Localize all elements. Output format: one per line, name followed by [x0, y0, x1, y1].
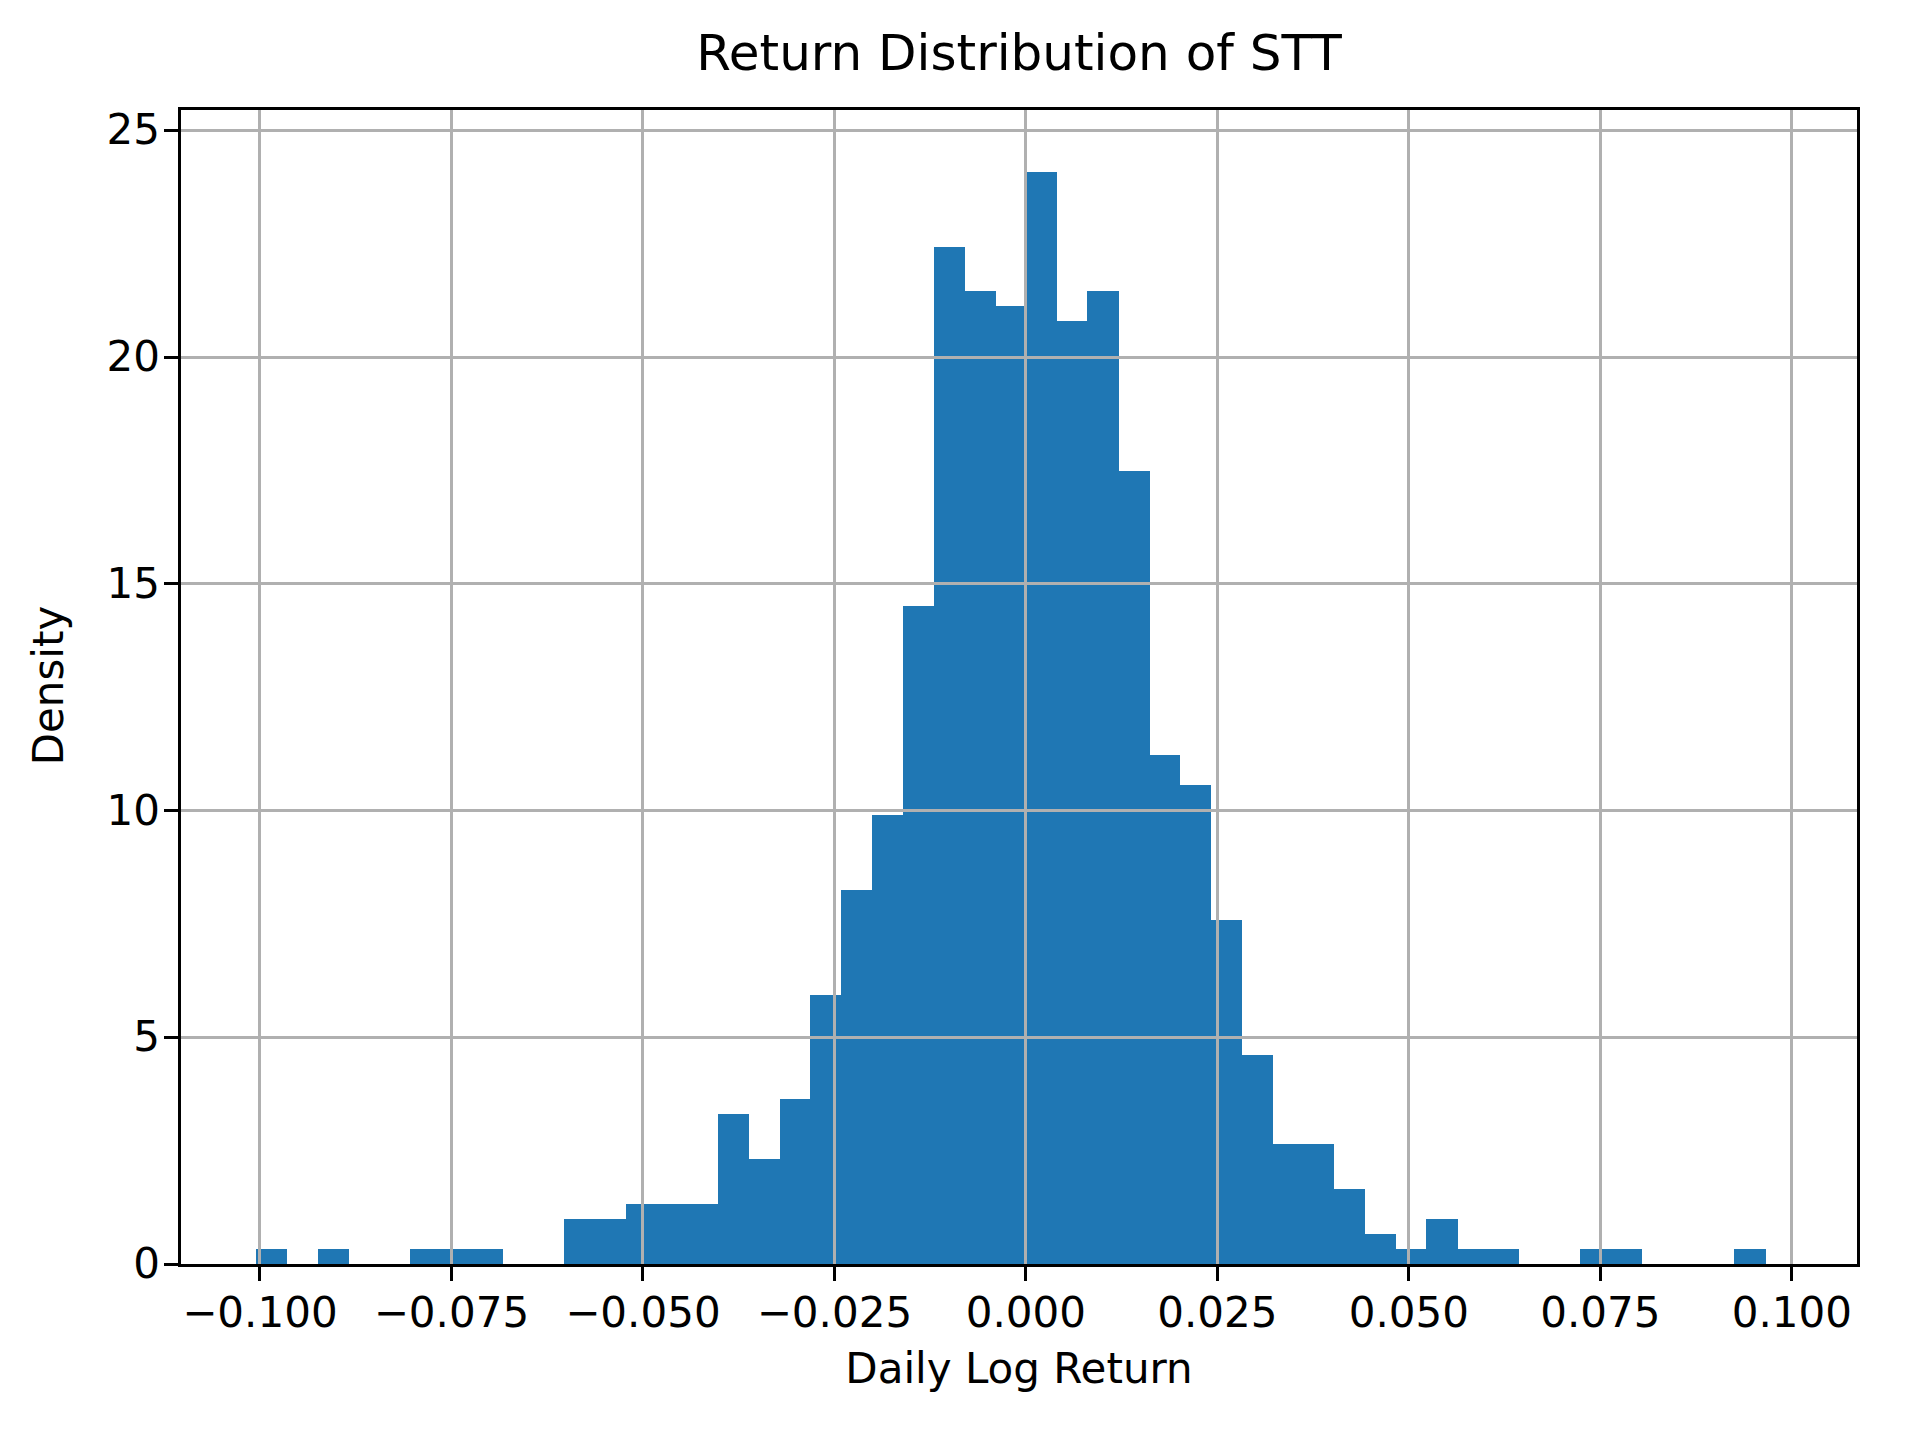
- histogram-bar: [564, 1219, 595, 1264]
- histogram-bar: [318, 1249, 349, 1264]
- histogram-bar: [656, 1204, 687, 1264]
- y-tick-label: 20: [0, 331, 160, 383]
- histogram-bar: [1118, 471, 1149, 1264]
- histogram-bar: [841, 890, 872, 1264]
- histogram-bar: [595, 1219, 626, 1264]
- histogram-bar: [1457, 1249, 1488, 1264]
- histogram-bar: [1026, 172, 1057, 1264]
- x-tick-mark: [258, 1267, 261, 1281]
- histogram-bar: [472, 1249, 503, 1264]
- histogram-bar: [1057, 321, 1088, 1264]
- x-tick-mark: [1599, 1267, 1602, 1281]
- y-tick-label: 5: [0, 1011, 160, 1063]
- y-tick-label: 10: [0, 785, 160, 837]
- histogram-bar: [1580, 1249, 1611, 1264]
- x-tick-mark: [1407, 1267, 1410, 1281]
- y-tick-mark: [164, 1263, 178, 1266]
- x-tick-mark: [1216, 1267, 1219, 1281]
- histogram-bar: [995, 306, 1026, 1264]
- x-gridline: [258, 110, 261, 1264]
- histogram-bar: [1087, 291, 1118, 1264]
- figure: Return Distribution of STT Daily Log Ret…: [0, 0, 1920, 1440]
- histogram-bar: [410, 1249, 441, 1264]
- histogram-bar: [1149, 755, 1180, 1264]
- histogram-bar: [934, 247, 965, 1265]
- histogram-bar: [1334, 1189, 1365, 1264]
- histogram-bar: [1365, 1234, 1396, 1264]
- y-tick-mark: [164, 356, 178, 359]
- x-gridline: [1216, 110, 1219, 1264]
- x-tick-mark: [833, 1267, 836, 1281]
- histogram-bar: [1272, 1144, 1303, 1264]
- y-gridline: [181, 1036, 1857, 1039]
- x-tick-mark: [1024, 1267, 1027, 1281]
- x-gridline: [1790, 110, 1793, 1264]
- y-gridline: [181, 809, 1857, 812]
- x-tick-label: 0.100: [1672, 1288, 1912, 1337]
- histogram-bar: [964, 291, 995, 1264]
- y-gridline: [181, 356, 1857, 359]
- histogram-bar: [718, 1114, 749, 1264]
- x-gridline: [833, 110, 836, 1264]
- histogram-bar: [872, 815, 903, 1264]
- y-gridline: [181, 129, 1857, 132]
- x-tick-mark: [641, 1267, 644, 1281]
- y-tick-mark: [164, 1036, 178, 1039]
- y-axis-label: Density: [24, 386, 73, 986]
- histogram-bar: [903, 606, 934, 1264]
- histogram-bar: [1426, 1219, 1457, 1264]
- y-tick-mark: [164, 582, 178, 585]
- histogram-bar: [441, 1249, 472, 1264]
- plot-area: [178, 107, 1860, 1267]
- x-tick-mark: [1790, 1267, 1793, 1281]
- histogram-bar: [1303, 1144, 1334, 1264]
- x-gridline: [1024, 110, 1027, 1264]
- histogram-bar: [1241, 1055, 1272, 1264]
- x-gridline: [641, 110, 644, 1264]
- histogram-bar: [780, 1099, 811, 1264]
- x-gridline: [1407, 110, 1410, 1264]
- y-tick-mark: [164, 129, 178, 132]
- histogram-bar: [687, 1204, 718, 1264]
- histogram-bar: [1611, 1249, 1642, 1264]
- y-tick-mark: [164, 809, 178, 812]
- y-gridline: [181, 582, 1857, 585]
- x-gridline: [450, 110, 453, 1264]
- histogram-bar: [1180, 785, 1211, 1264]
- x-tick-mark: [450, 1267, 453, 1281]
- histogram-bar: [1395, 1249, 1426, 1264]
- y-tick-label: 15: [0, 558, 160, 610]
- histogram-bar: [749, 1159, 780, 1264]
- y-tick-label: 25: [0, 104, 160, 156]
- histogram-bar: [1488, 1249, 1519, 1264]
- histogram-bar: [1734, 1249, 1765, 1264]
- x-axis-label: Daily Log Return: [178, 1344, 1860, 1393]
- x-gridline: [1599, 110, 1602, 1264]
- y-tick-label: 0: [0, 1238, 160, 1290]
- chart-title: Return Distribution of STT: [178, 24, 1860, 82]
